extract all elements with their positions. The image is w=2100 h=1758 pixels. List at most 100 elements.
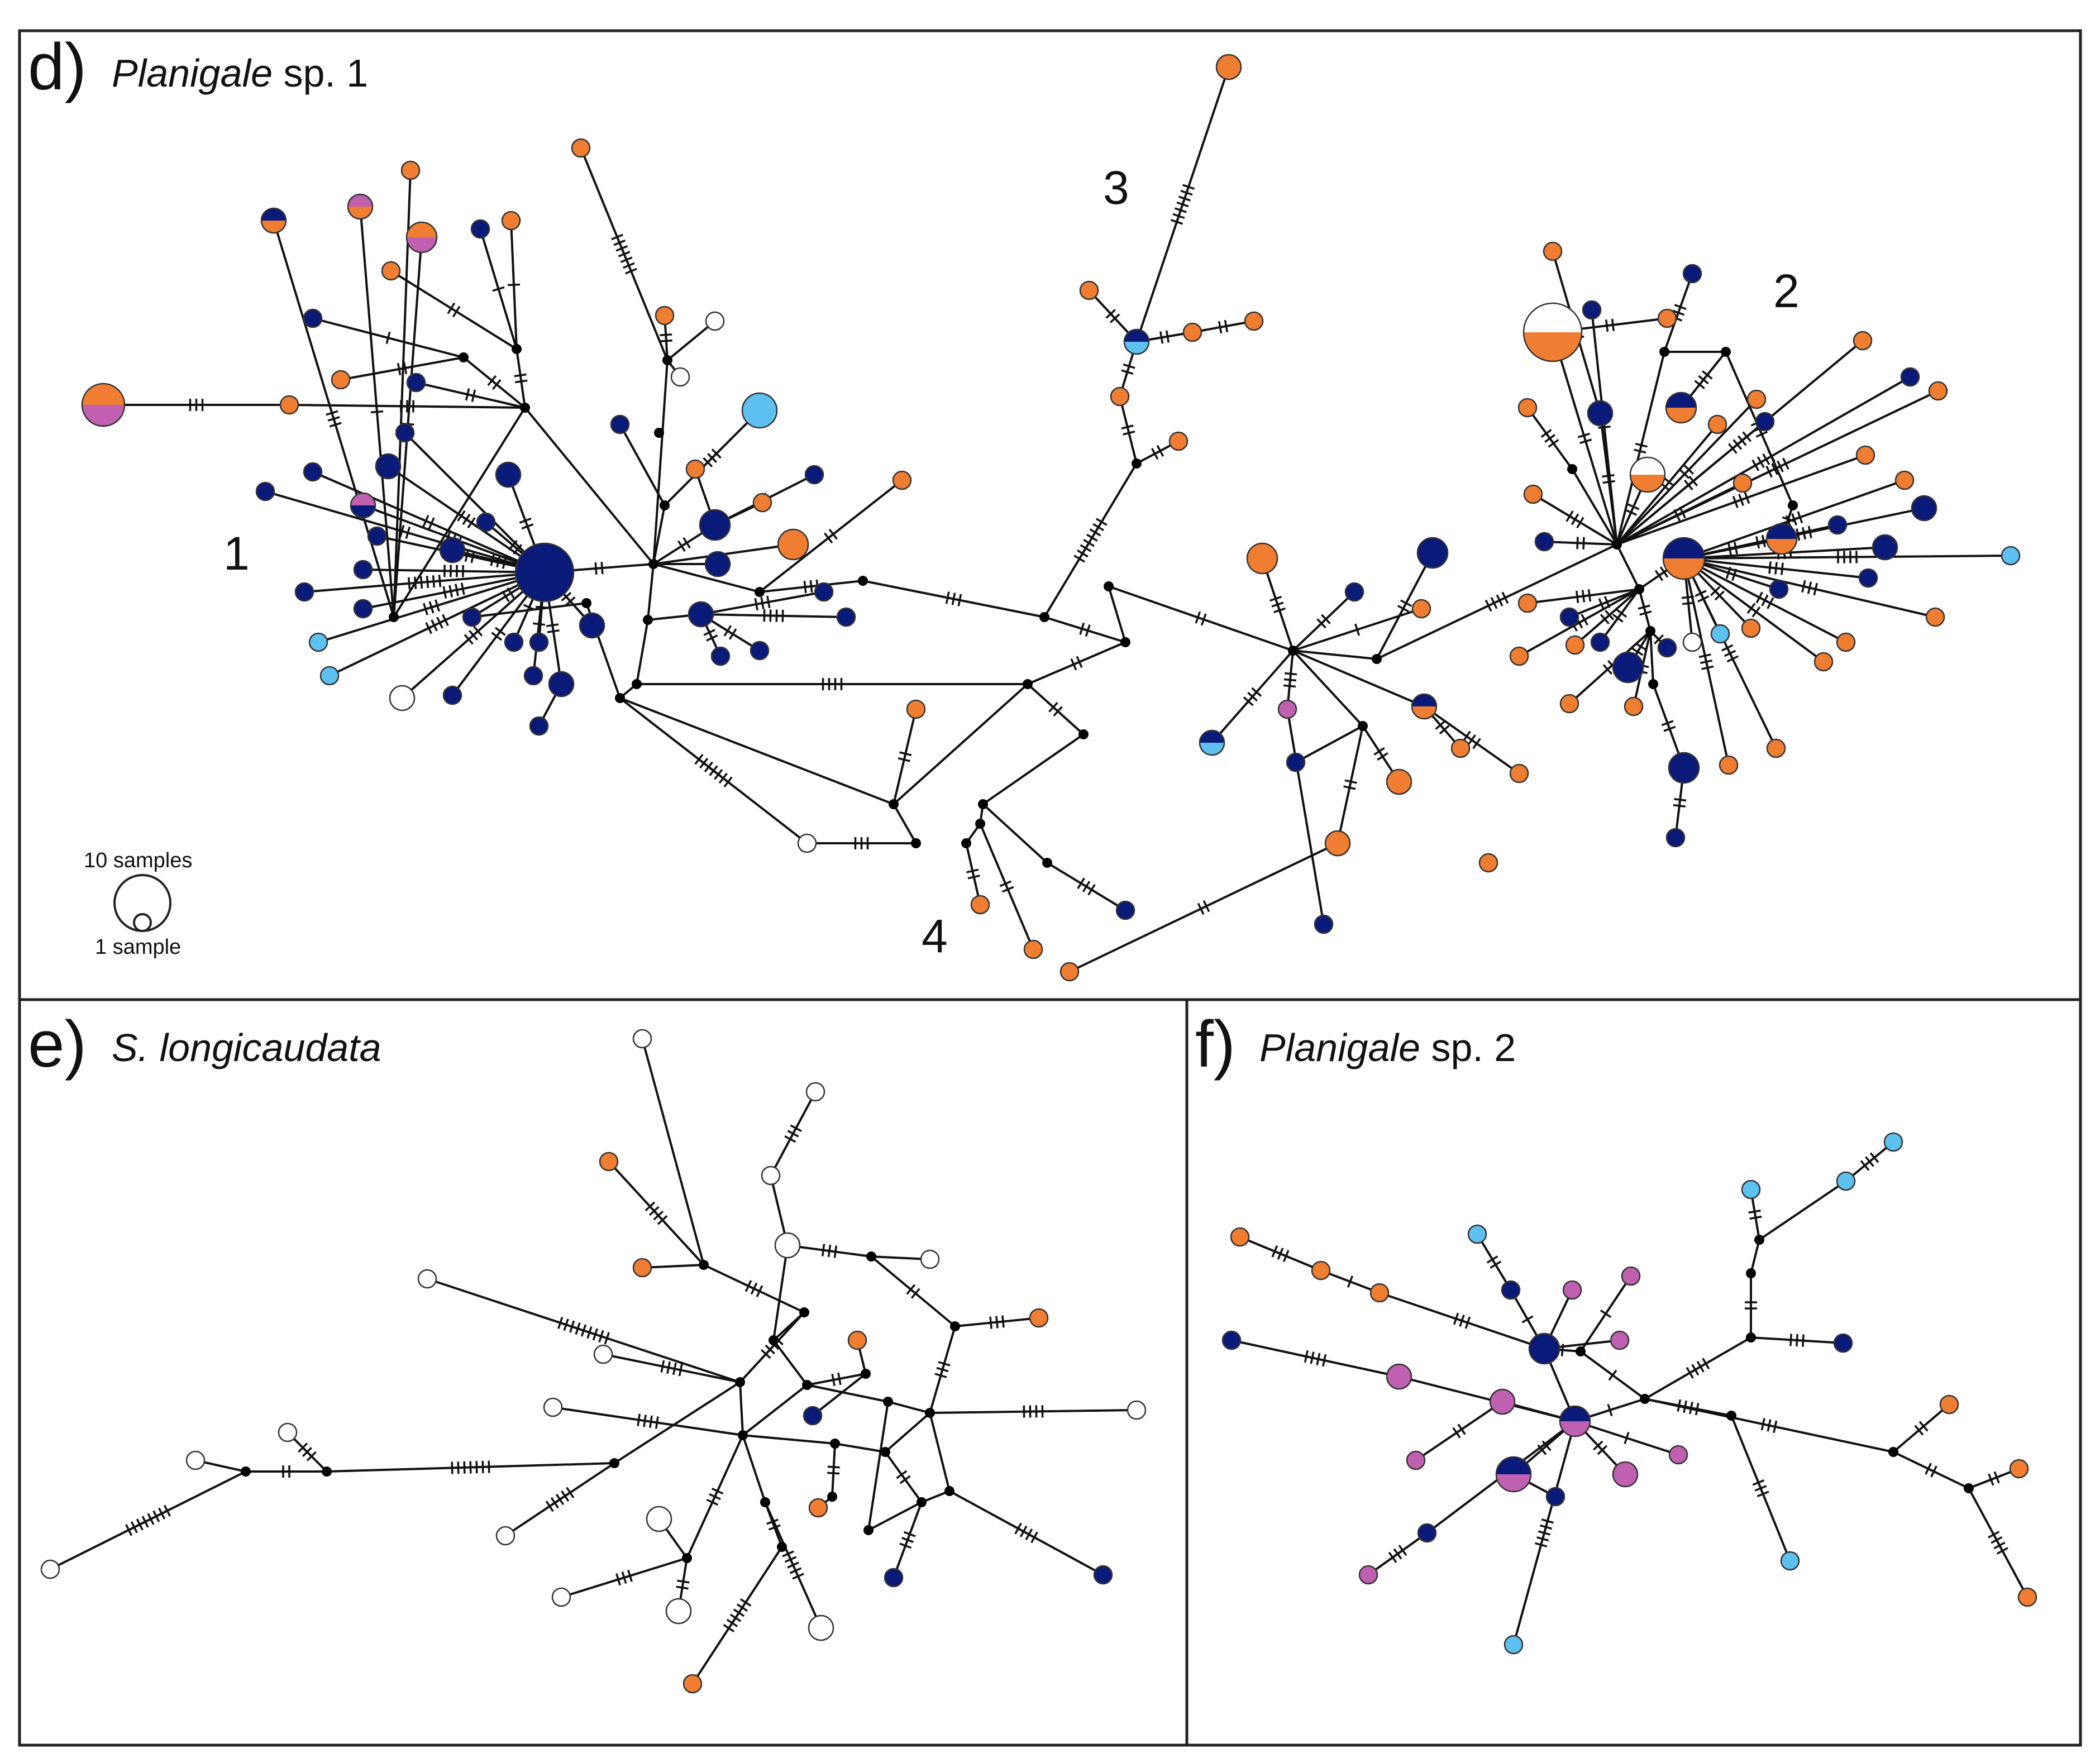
haplotype-node: [1657, 638, 1677, 658]
mutation-tick: [831, 1373, 836, 1387]
mutation-tick: [463, 1461, 466, 1474]
haplotype-node: [1765, 523, 1798, 555]
panel-f-frame: [1185, 998, 2082, 1747]
network-edge: [1231, 1339, 1400, 1378]
panel-e-letter: e): [28, 1007, 87, 1081]
mutation-tick: [784, 1135, 796, 1143]
haplotype-slice: [348, 194, 373, 207]
mutation-tick: [1796, 528, 1801, 541]
mutation-tick: [1781, 562, 1784, 575]
mutation-tick: [1602, 664, 1613, 675]
mutation-tick: [1727, 443, 1738, 454]
mutation-tick: [152, 1510, 160, 1522]
mutation-tick: [457, 1461, 460, 1474]
mutation-tick: [703, 629, 715, 636]
mutation-tick: [1593, 1440, 1603, 1451]
haplotype-node: [808, 1498, 828, 1518]
haplotype-node: [1668, 752, 1700, 784]
median-vector-node: [1039, 612, 1049, 622]
haplotype-node: [1244, 311, 1264, 331]
mutation-tick: [677, 540, 686, 552]
mutation-tick: [545, 1501, 554, 1512]
mutation-tick: [1077, 549, 1089, 558]
mutation-tick: [677, 1579, 690, 1584]
mutation-tick: [1156, 445, 1164, 457]
mutation-tick: [1085, 624, 1091, 637]
mutation-tick: [1746, 603, 1756, 614]
mutation-tick: [625, 267, 637, 275]
legend-small-circle: [133, 913, 152, 932]
mutation-tick: [447, 302, 456, 314]
mutation-tick: [1612, 613, 1624, 623]
haplotype-node: [752, 493, 772, 513]
mutation-tick: [604, 1332, 610, 1345]
haplotype-node: [1517, 593, 1538, 613]
mutation-tick: [1095, 518, 1108, 526]
network-edge: [1616, 423, 1719, 546]
mutation-tick: [1748, 1210, 1761, 1214]
haplotype-node: [1719, 755, 1739, 775]
haplotype-slice: [82, 405, 125, 426]
haplotype-node: [1059, 962, 1080, 982]
mutation-tick: [452, 305, 461, 318]
haplotype-node: [1682, 632, 1702, 652]
mutation-tick: [496, 555, 501, 568]
clade-label-1: 1: [223, 527, 250, 580]
clade-label-2: 2: [1773, 265, 1800, 317]
mutation-tick: [711, 1487, 724, 1495]
haplotype-node: [1543, 241, 1563, 261]
haplotype-node: [665, 1598, 692, 1625]
mutation-tick: [1698, 375, 1709, 385]
haplotype-node: [389, 685, 416, 711]
network-edge: [619, 697, 894, 805]
network-edge: [393, 407, 526, 618]
mutation-tick: [1202, 900, 1210, 913]
mutation-tick: [514, 373, 527, 378]
mutation-tick: [733, 1608, 745, 1617]
mutation-tick: [622, 262, 635, 269]
mutation-tick: [1635, 642, 1647, 651]
haplotype-node: [741, 392, 778, 429]
median-vector-node: [1726, 1411, 1736, 1421]
mutation-tick: [1638, 604, 1650, 610]
haplotype-node: [1467, 1224, 1487, 1244]
haplotype-node: [705, 311, 725, 331]
mutation-tick: [1467, 734, 1476, 746]
haplotype-node: [395, 423, 415, 443]
mutation-tick: [682, 537, 691, 549]
network-edge: [1027, 683, 1085, 735]
haplotype-node: [367, 526, 387, 546]
mutation-tick: [910, 1288, 920, 1299]
haplotype-node: [1813, 652, 1834, 672]
mutation-tick: [706, 1498, 719, 1506]
median-vector-node: [830, 1439, 840, 1449]
mutation-tick: [1053, 706, 1063, 717]
haplotype-node: [599, 1152, 619, 1172]
haplotype-node: [1509, 763, 1529, 784]
mutation-tick: [326, 410, 338, 416]
network-edge: [1027, 641, 1126, 685]
network-edge: [772, 1339, 808, 1386]
median-vector-node: [241, 1466, 251, 1477]
mutation-tick: [1686, 1367, 1694, 1379]
mutation-tick: [1197, 902, 1205, 915]
median-vector-node: [863, 1525, 874, 1535]
median-vector-node: [1132, 458, 1142, 469]
network-edge: [742, 1434, 836, 1445]
median-vector-node: [512, 344, 522, 354]
median-vector-node: [889, 799, 899, 809]
network-edge: [1108, 585, 1294, 652]
median-vector-node: [975, 819, 985, 829]
network-edge: [652, 505, 666, 565]
network-edge: [739, 1382, 744, 1436]
mutation-tick: [1490, 597, 1498, 609]
haplotype-node: [278, 1422, 298, 1442]
haplotype-node: [1168, 431, 1189, 451]
network-edge: [362, 569, 545, 574]
mutation-tick: [1541, 1440, 1552, 1451]
mutation-tick: [1172, 213, 1185, 219]
network-edge: [1119, 396, 1138, 464]
mutation-tick: [1316, 1353, 1321, 1365]
median-vector-node: [643, 615, 653, 625]
haplotype-node: [892, 470, 912, 490]
